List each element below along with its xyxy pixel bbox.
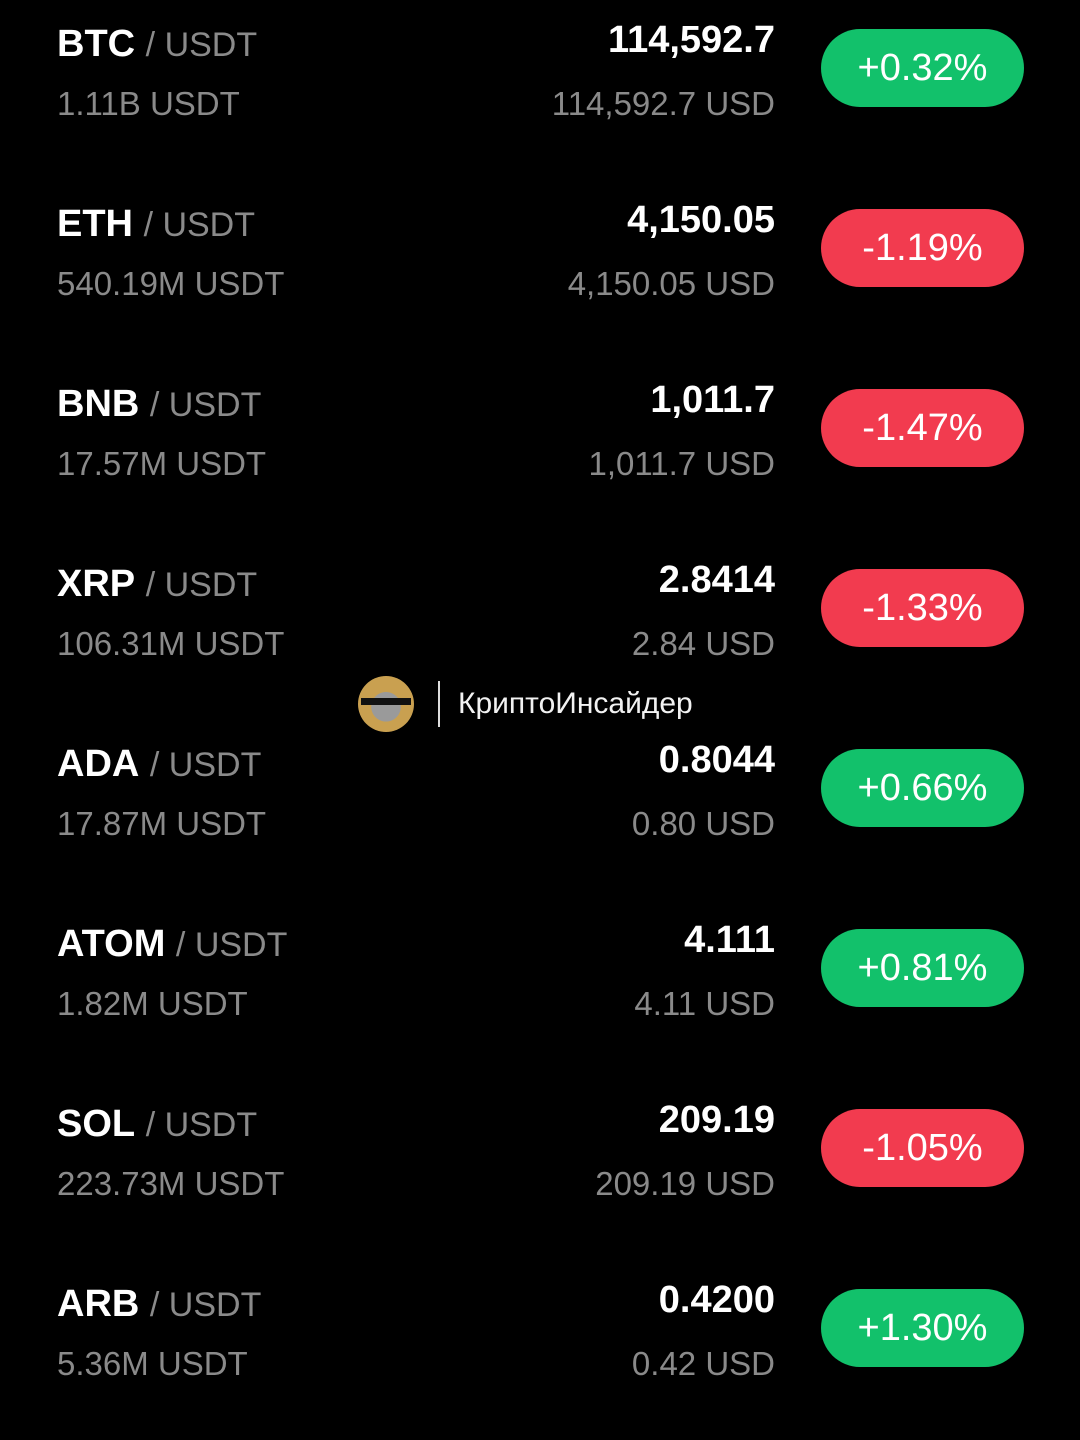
change-badge[interactable]: +0.32%	[821, 29, 1024, 107]
base-symbol: ETH	[57, 203, 133, 245]
change-badge[interactable]: -1.19%	[821, 209, 1024, 287]
fiat-price: 209.19 USD	[595, 1165, 775, 1202]
market-row[interactable]: SOL / USDT 223.73M USDT 209.19 209.19 USD -1…	[0, 1080, 1080, 1260]
volume: 1.82M USDT	[57, 985, 248, 1022]
change-badge[interactable]: -1.47%	[821, 389, 1024, 467]
last-price: 1,011.7	[650, 379, 775, 421]
fiat-price: 1,011.7 USD	[588, 445, 776, 482]
market-row[interactable]: ADA / USDT 17.87M USDT 0.8044 0.80 USD +0.66…	[0, 720, 1080, 900]
pair-label: BTC / USDT	[57, 20, 257, 69]
volume: 223.73M USDT	[57, 1165, 285, 1202]
market-row[interactable]: ATOM / USDT 1.82M USDT 4.111 4.11 USD +0.81%	[0, 900, 1080, 1080]
last-price: 2.8414	[658, 559, 775, 601]
base-symbol: XRP	[57, 563, 136, 605]
quote-symbol: / USDT	[145, 566, 258, 604]
divider	[438, 681, 440, 727]
quote-symbol: / USDT	[145, 26, 258, 64]
change-badge[interactable]: +0.66%	[821, 749, 1024, 827]
watermark-text: КриптоИнсайдер	[458, 687, 693, 720]
market-row[interactable]: BNB / USDT 17.57M USDT 1,011.7 1,011.7 USD -…	[0, 360, 1080, 540]
last-price: 0.4200	[658, 1279, 775, 1321]
change-badge[interactable]: +0.81%	[821, 929, 1024, 1007]
quote-symbol: / USDT	[175, 926, 288, 964]
fiat-price: 4.11 USD	[634, 985, 775, 1022]
fiat-price: 114,592.7 USD	[551, 85, 775, 122]
quote-symbol: / USDT	[149, 746, 262, 784]
base-symbol: ARB	[57, 1283, 140, 1325]
market-row[interactable]: ARB / USDT 5.36M USDT 0.4200 0.42 USD +1.30%	[0, 1260, 1080, 1440]
volume: 106.31M USDT	[57, 625, 285, 662]
volume: 1.11B USDT	[57, 85, 240, 122]
pair-label: ARB / USDT	[57, 1280, 261, 1329]
fiat-price: 2.84 USD	[631, 625, 775, 662]
pair-label: SOL / USDT	[57, 1100, 257, 1149]
change-badge[interactable]: -1.05%	[821, 1109, 1024, 1187]
volume: 17.57M USDT	[57, 445, 267, 482]
fiat-price: 0.42 USD	[631, 1345, 775, 1382]
pair-label: ATOM / USDT	[57, 920, 287, 969]
pair-label: ADA / USDT	[57, 740, 261, 789]
base-symbol: BNB	[57, 383, 140, 425]
pair-label: BNB / USDT	[57, 380, 261, 429]
change-badge[interactable]: -1.33%	[821, 569, 1024, 647]
last-price: 209.19	[658, 1099, 775, 1141]
last-price: 0.8044	[658, 739, 775, 781]
quote-symbol: / USDT	[143, 206, 256, 244]
quote-symbol: / USDT	[149, 386, 262, 424]
last-price: 4.111	[684, 919, 775, 961]
market-row[interactable]: ETH / USDT 540.19M USDT 4,150.05 4,150.05 U…	[0, 180, 1080, 360]
quote-symbol: / USDT	[145, 1106, 258, 1144]
pair-label: XRP / USDT	[57, 560, 257, 609]
quote-symbol: / USDT	[149, 1286, 262, 1324]
volume: 540.19M USDT	[57, 265, 285, 302]
base-symbol: BTC	[57, 23, 136, 65]
change-badge[interactable]: +1.30%	[821, 1289, 1024, 1367]
watermark-avatar-icon	[358, 676, 414, 732]
base-symbol: ADA	[57, 743, 140, 785]
watermark: КриптоИнсайдер	[358, 676, 693, 732]
volume: 17.87M USDT	[57, 805, 267, 842]
market-row[interactable]: BTC / USDT 1.11B USDT 114,592.7 114,592.7 U…	[0, 0, 1080, 180]
fiat-price: 4,150.05 USD	[567, 265, 775, 302]
base-symbol: SOL	[57, 1103, 136, 1145]
pair-label: ETH / USDT	[57, 200, 255, 249]
last-price: 4,150.05	[627, 199, 775, 241]
volume: 5.36M USDT	[57, 1345, 248, 1382]
last-price: 114,592.7	[608, 19, 775, 61]
market-row[interactable]: XRP / USDT 106.31M USDT 2.8414 2.84 USD -1.3…	[0, 540, 1080, 720]
base-symbol: ATOM	[57, 923, 166, 965]
fiat-price: 0.80 USD	[631, 805, 775, 842]
